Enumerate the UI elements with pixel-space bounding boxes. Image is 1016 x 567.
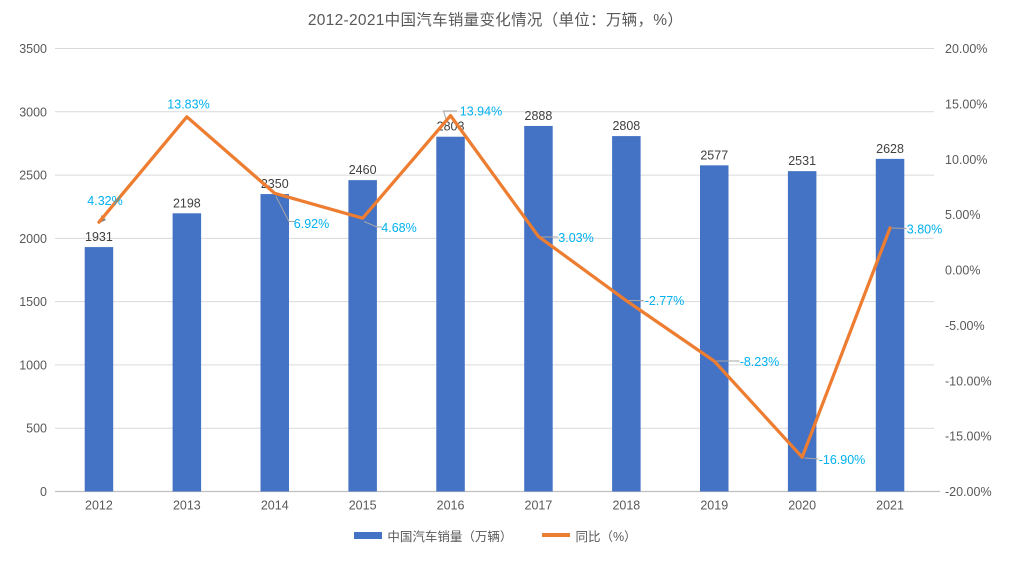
bar-value-label: 2531: [788, 154, 816, 168]
bar-value-label: 2808: [612, 119, 640, 133]
right-axis-tick-label: 15.00%: [945, 97, 987, 111]
bar-2021: [875, 158, 905, 492]
yoy-value-label: -8.23%: [740, 355, 780, 369]
bar-2014: [260, 194, 289, 492]
yoy-line: [97, 113, 892, 459]
left-axis-tick-label: 2500: [19, 169, 47, 183]
x-axis-tick-label: 2014: [261, 499, 289, 513]
right-axis-tick-label: -15.00%: [945, 430, 992, 444]
bar-2020: [787, 171, 817, 492]
right-axis-tick-label: -20.00%: [945, 485, 992, 499]
x-axis-tick-label: 2016: [437, 499, 465, 513]
legend-item-sales[interactable]: 中国汽车销量（万辆）: [354, 526, 512, 545]
x-axis-tick-label: 2012: [85, 499, 113, 513]
x-axis-tick-label: 2019: [700, 499, 728, 513]
label-leader-line: [891, 227, 907, 229]
left-axis-tick-label: 1500: [19, 295, 47, 309]
bar-2012: [84, 247, 114, 492]
label-leader-line: [275, 196, 295, 222]
legend-item-yoy[interactable]: 同比（%）: [542, 526, 637, 545]
line-series-swatch-icon: [542, 533, 571, 537]
left-axis-tick-label: 2000: [19, 232, 47, 246]
chart-legend: 中国汽车销量（万辆） 同比（%）: [0, 526, 991, 544]
bar-2016: [436, 136, 465, 492]
yoy-value-label: 6.92%: [294, 217, 329, 231]
chart-title: 2012-2021中国汽车销量变化情况（单位：万辆，%）: [307, 12, 684, 29]
label-leader-line: [442, 110, 457, 120]
bar-2017: [524, 125, 553, 492]
yoy-value-label: 13.83%: [167, 98, 209, 112]
x-axis-tick-label: 2015: [349, 499, 377, 513]
yoy-value-label: 3.03%: [558, 231, 593, 245]
left-axis-tick-label: 500: [26, 422, 47, 436]
bar-series-swatch-icon: [354, 531, 383, 539]
x-axis-tick-label: 2013: [173, 499, 201, 513]
bar-2019: [700, 165, 729, 492]
x-axis-tick-label: 2018: [612, 499, 640, 513]
right-axis-tick-label: 0.00%: [945, 264, 980, 278]
right-axis-tick-label: 10.00%: [945, 153, 987, 167]
yoy-value-label: 13.94%: [460, 105, 502, 119]
yoy-value-label: 4.32%: [87, 194, 122, 208]
bar-value-label: 2628: [876, 142, 904, 156]
bar-2013: [172, 213, 202, 492]
bar-value-label: 2460: [349, 163, 377, 177]
bar-value-label: 2577: [700, 148, 728, 162]
left-axis-tick-label: 0: [40, 485, 47, 499]
x-axis-tick-label: 2021: [876, 499, 904, 513]
left-axis-tick-label: 3000: [19, 105, 47, 119]
legend-label-sales: 中国汽车销量（万辆）: [387, 529, 513, 544]
yoy-value-label: 3.80%: [907, 223, 942, 237]
label-leader-line: [804, 457, 819, 460]
legend-label-yoy: 同比（%）: [575, 529, 637, 544]
x-axis-tick-label: 2020: [788, 499, 816, 513]
bar-value-label: 1931: [85, 230, 113, 244]
right-axis-tick-label: 20.00%: [945, 42, 987, 56]
right-axis-tick-label: -5.00%: [945, 319, 985, 333]
bar-value-label: 2888: [525, 109, 553, 123]
yoy-value-label: -2.77%: [645, 294, 685, 308]
right-axis-tick-label: 5.00%: [945, 208, 980, 222]
bar-value-label: 2198: [173, 196, 201, 210]
yoy-value-label: 4.68%: [381, 221, 416, 235]
bar-2015: [348, 180, 377, 492]
right-axis-tick-label: -10.00%: [945, 374, 992, 388]
left-axis-tick-label: 3500: [19, 42, 47, 56]
left-axis-tick-label: 1000: [19, 358, 47, 372]
x-axis-tick-label: 2017: [525, 499, 553, 513]
label-leader-line: [363, 221, 382, 228]
yoy-value-label: -16.90%: [819, 453, 866, 467]
bar-2018: [612, 136, 641, 492]
